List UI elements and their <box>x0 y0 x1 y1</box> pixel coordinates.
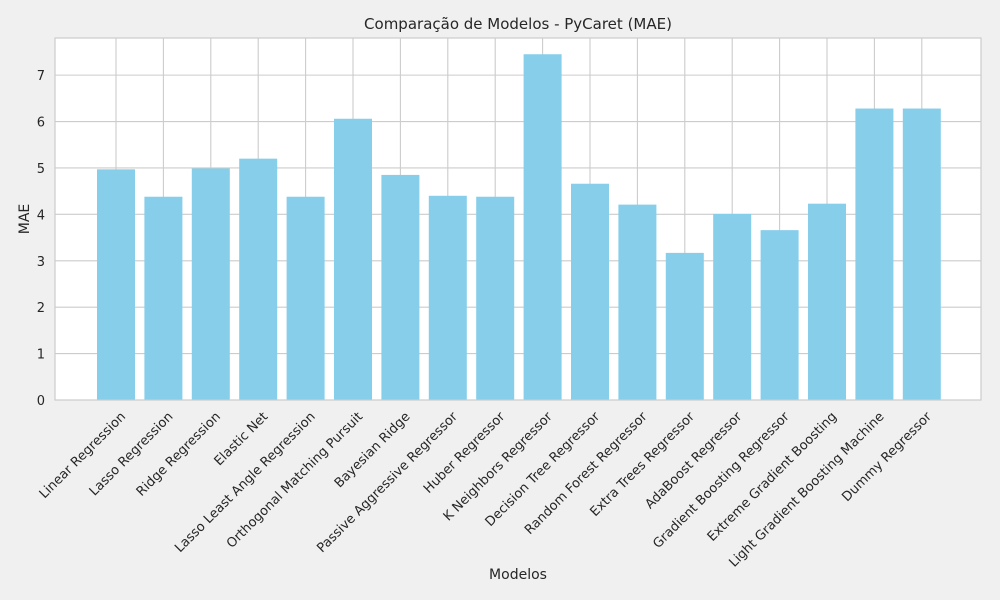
y-tick-label: 7 <box>37 69 45 84</box>
bar <box>618 204 657 400</box>
bar <box>97 169 135 400</box>
bar <box>665 252 704 400</box>
bar <box>286 196 325 400</box>
bar <box>808 203 846 400</box>
bar <box>334 118 372 400</box>
y-tick-label: 0 <box>37 394 45 409</box>
y-tick-labels: 0 1 2 3 4 5 6 7 <box>37 69 45 409</box>
plot-frame <box>54 37 982 401</box>
y-tick-label: 2 <box>37 301 45 316</box>
bar <box>760 230 799 400</box>
y-tick-label: 6 <box>37 116 45 131</box>
y-tick-label: 5 <box>37 162 45 177</box>
bar <box>476 196 515 400</box>
bars <box>97 54 941 401</box>
bar <box>713 213 752 400</box>
y-axis-label: MAE <box>17 204 33 235</box>
bar <box>571 183 609 400</box>
y-tick-label: 1 <box>37 348 45 363</box>
bar <box>239 158 278 400</box>
bar <box>523 54 562 400</box>
bar <box>381 174 420 400</box>
chart-title: Comparação de Modelos - PyCaret (MAE) <box>364 15 672 33</box>
bar <box>191 168 230 400</box>
y-tick-label: 3 <box>37 255 45 270</box>
x-axis-label: Modelos <box>489 567 547 583</box>
bar <box>428 195 467 400</box>
bar <box>144 196 183 400</box>
bar <box>902 108 941 401</box>
bar <box>855 108 894 401</box>
y-tick-label: 4 <box>37 208 45 223</box>
